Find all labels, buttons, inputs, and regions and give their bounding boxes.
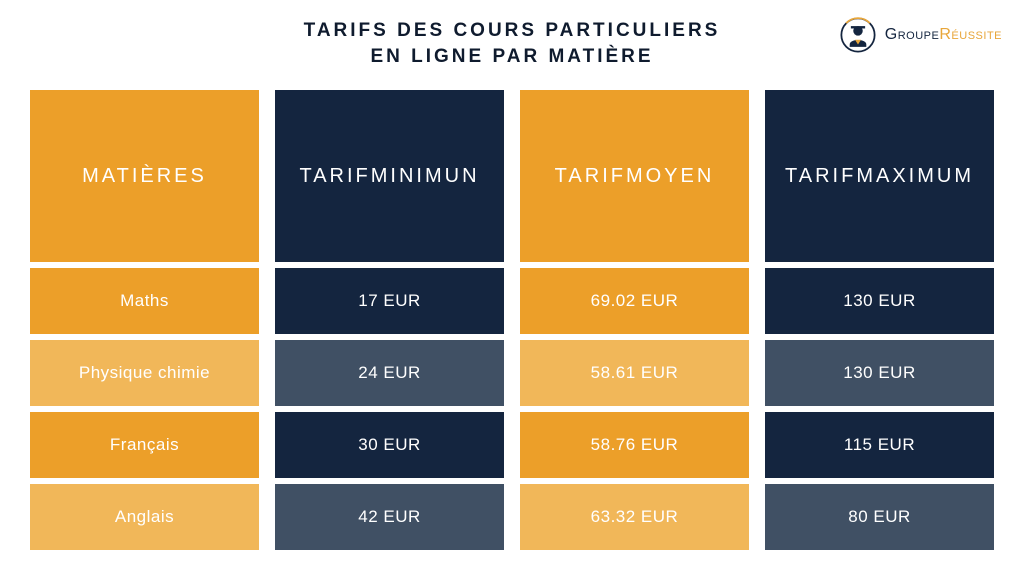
- graduate-badge-icon: [839, 16, 877, 54]
- table-cell: 115 EUR: [765, 412, 994, 478]
- column-header: TARIFMINIMUN: [275, 90, 504, 262]
- table-column: MATIÈRESMathsPhysique chimieFrançaisAngl…: [30, 90, 259, 550]
- brand-logo-text: GroupeRéussite: [885, 26, 1002, 44]
- column-header: TARIFMOYEN: [520, 90, 749, 262]
- table-cell: 30 EUR: [275, 412, 504, 478]
- brand-logo: GroupeRéussite: [839, 16, 1002, 54]
- table-column: TARIFMAXIMUM130 EUR130 EUR115 EUR80 EUR: [765, 90, 994, 550]
- table-column: TARIFMOYEN69.02 EUR58.61 EUR58.76 EUR63.…: [520, 90, 749, 550]
- table-cell: 63.32 EUR: [520, 484, 749, 550]
- table-cell: 24 EUR: [275, 340, 504, 406]
- table-cell: 130 EUR: [765, 268, 994, 334]
- brand-word-2: Réussite: [939, 26, 1002, 43]
- table-cell: 58.61 EUR: [520, 340, 749, 406]
- table-column: TARIFMINIMUN17 EUR24 EUR30 EUR42 EUR: [275, 90, 504, 550]
- table-cell: Français: [30, 412, 259, 478]
- table-cell: Maths: [30, 268, 259, 334]
- table-cell: 42 EUR: [275, 484, 504, 550]
- brand-word-1: Groupe: [885, 26, 940, 43]
- table-cell: 130 EUR: [765, 340, 994, 406]
- column-header: MATIÈRES: [30, 90, 259, 262]
- column-header: TARIFMAXIMUM: [765, 90, 994, 262]
- table-cell: 69.02 EUR: [520, 268, 749, 334]
- table-cell: 17 EUR: [275, 268, 504, 334]
- pricing-table: MATIÈRESMathsPhysique chimieFrançaisAngl…: [30, 90, 994, 550]
- table-cell: Physique chimie: [30, 340, 259, 406]
- pricing-infographic: TARIFS DES COURS PARTICULIERS EN LIGNE P…: [0, 0, 1024, 576]
- table-cell: 58.76 EUR: [520, 412, 749, 478]
- table-cell: 80 EUR: [765, 484, 994, 550]
- table-cell: Anglais: [30, 484, 259, 550]
